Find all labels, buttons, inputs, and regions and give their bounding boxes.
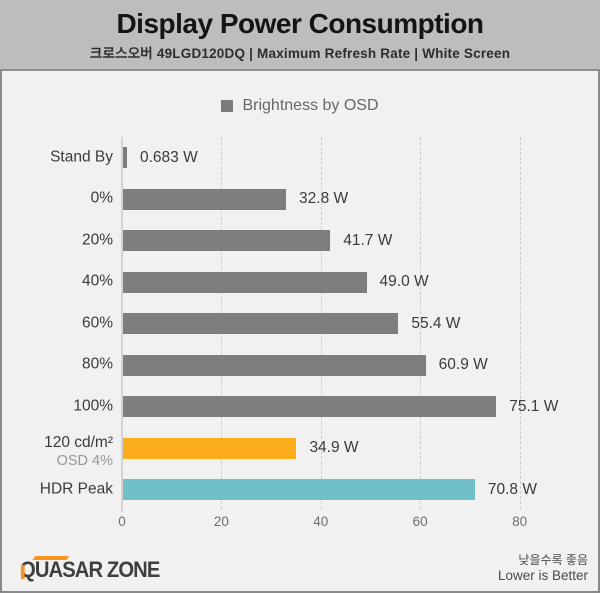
- category-label: 20%: [81, 231, 113, 249]
- bar-20-: [123, 230, 331, 251]
- category-label: 120 cd/m² OSD 4%: [44, 434, 113, 469]
- logo-swoosh-icon: [32, 556, 70, 560]
- bar-hdr-peak: [123, 479, 475, 500]
- gridline-80: [519, 137, 521, 509]
- x-tick-label-40: 40: [313, 514, 329, 529]
- footer-note-korean: 낮을수록 좋음: [518, 553, 588, 567]
- category-label: Stand By: [50, 148, 113, 166]
- footer-note: 낮을수록 좋음 Lower is Better: [498, 553, 588, 585]
- y-axis-line: [121, 137, 123, 512]
- quasarzone-logo-text: QUASAR ZONE: [20, 557, 160, 582]
- value-label: 60.9 W: [438, 356, 488, 373]
- legend-label: Brightness by OSD: [242, 97, 379, 114]
- category-sublabel: OSD 4%: [56, 452, 113, 469]
- logo-accent-icon: [20, 565, 25, 579]
- value-label: 75.1 W: [509, 397, 559, 415]
- category-label: HDR Peak: [39, 480, 113, 498]
- quasarzone-logo: QUASAR ZONE: [20, 556, 160, 583]
- header-band: Display Power Consumption 크로스오버 49LGD120…: [0, 0, 600, 71]
- x-tick-label-80: 80: [512, 514, 528, 529]
- value-label: 32.8 W: [299, 190, 349, 207]
- legend-swatch-icon: [221, 100, 234, 112]
- value-label: 49.0 W: [379, 273, 429, 290]
- category-label: 80%: [81, 355, 113, 373]
- gridline-60: [420, 137, 422, 509]
- legend: Brightness by OSD: [0, 96, 600, 116]
- category-label: 0%: [90, 189, 113, 207]
- value-label: 41.7 W: [343, 231, 393, 249]
- category-label: 60%: [81, 314, 113, 332]
- bar-40-: [123, 271, 367, 293]
- x-tick-label-60: 60: [412, 514, 428, 529]
- value-label: 34.9 W: [309, 439, 359, 456]
- bar-120-cd-m-: [123, 437, 297, 459]
- bar-stand-by: [123, 147, 127, 168]
- value-label: 70.8 W: [487, 480, 537, 498]
- bar-100-: [123, 396, 497, 417]
- x-tick-label-0: 0: [118, 514, 126, 529]
- bar-80-: [123, 354, 426, 376]
- page-subtitle: 크로스오버 49LGD120DQ | Maximum Refresh Rate …: [89, 46, 511, 62]
- footer-note-english: Lower is Better: [497, 568, 588, 583]
- bar-0-: [123, 188, 287, 210]
- category-label: 100%: [73, 397, 113, 415]
- value-label: 55.4 W: [411, 314, 461, 332]
- value-label: 0.683 W: [140, 148, 198, 166]
- category-label: 40%: [81, 272, 113, 290]
- page-title: Display Power Consumption: [116, 7, 484, 39]
- x-tick-label-20: 20: [213, 514, 229, 529]
- bar-60-: [123, 313, 399, 334]
